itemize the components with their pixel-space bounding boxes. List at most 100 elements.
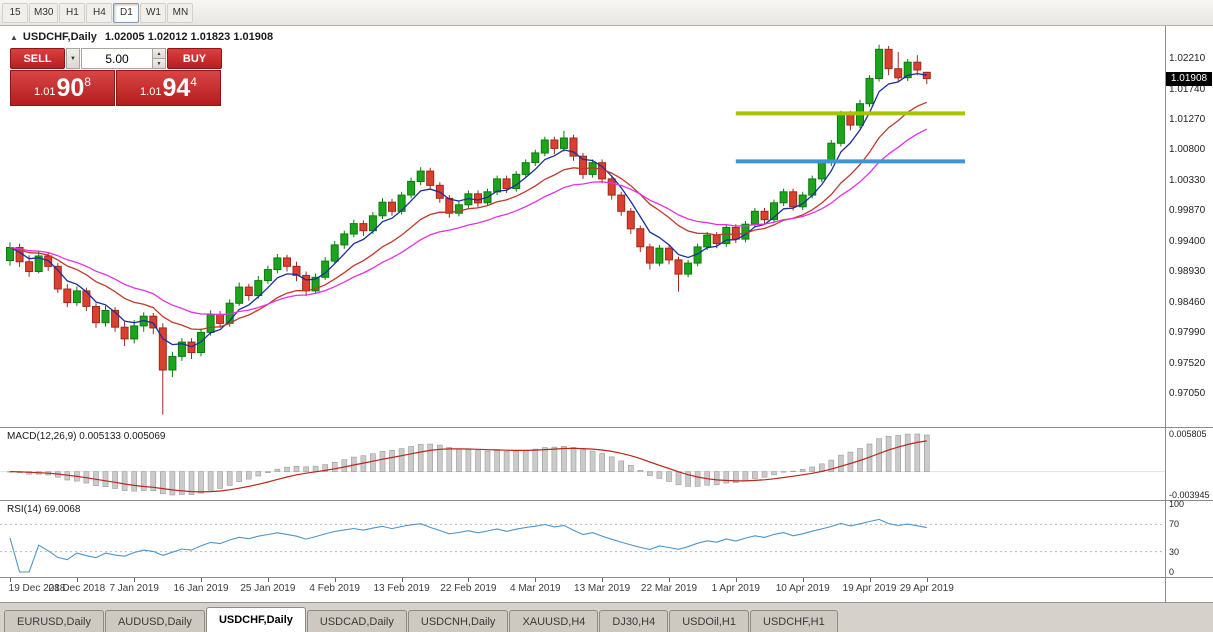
buy-price-display[interactable]: 1.01 94 4: [116, 70, 221, 106]
date-tick: [735, 578, 737, 582]
date-axis-label: 29 Apr 2019: [899, 583, 954, 594]
chart-canvas[interactable]: [0, 26, 1165, 602]
chart-tab-DJ30-H4[interactable]: DJ30,H4: [599, 610, 669, 632]
chart-tab-EURUSD-Daily[interactable]: EURUSD,Daily: [4, 610, 104, 632]
date-axis-label: 28 Dec 2018: [48, 583, 106, 594]
date-axis-label: 10 Apr 2019: [775, 583, 830, 594]
rsi-line: [9, 518, 927, 573]
buy-price-pip: 4: [190, 75, 197, 89]
sell-price-big: 90: [56, 73, 85, 102]
date-tick: [669, 578, 670, 582]
rsi-scale-label: 70: [1169, 519, 1180, 530]
date-tick: [869, 578, 871, 582]
date-axis-label: 25 Jan 2019: [240, 583, 296, 594]
date-axis-label: 19 Dec 2018: [8, 583, 66, 594]
macd-scale-min: -0.003945: [1169, 490, 1210, 500]
chart-tab-USDCAD-Daily[interactable]: USDCAD,Daily: [306, 610, 407, 632]
date-axis-label: 19 Apr 2019: [842, 583, 897, 594]
volume-down-button[interactable]: ▼: [153, 59, 165, 68]
sell-price-prefix: 1.01: [34, 86, 56, 98]
rsi-label: RSI(14) 69.0068: [7, 504, 81, 515]
chart-title: ▲ USDCHF,Daily 1.02005 1.02012 1.01823 1.0…: [10, 31, 273, 43]
chart-ohlc-values: 1.02005 1.02012 1.01823 1.01908: [104, 31, 274, 43]
date-tick: [76, 578, 78, 582]
ma-medium-line: [9, 101, 928, 331]
volume-stepper: ▲ ▼: [152, 49, 165, 68]
timeframe-button-W1[interactable]: W1: [140, 2, 167, 23]
price-axis-label: 1.00800: [1169, 144, 1206, 156]
rsi-scale-label: 30: [1169, 546, 1180, 557]
buy-price-prefix: 1.01: [140, 86, 162, 98]
chart-tab-XAUUSD-H4[interactable]: XAUUSD,H4: [509, 610, 599, 632]
timeframe-toolbar: 15 M30 H1 H4 D1 W1 MN: [0, 0, 1213, 26]
ma-slow-line: [9, 128, 928, 316]
chart-tab-USDCNH-Daily[interactable]: USDCNH,Daily: [407, 610, 509, 632]
timeframe-button-H4[interactable]: H4: [86, 2, 113, 23]
date-tick: [10, 578, 11, 582]
chart-tab-USDCHF-H1[interactable]: USDCHF,H1: [750, 610, 838, 632]
date-tick: [334, 578, 336, 582]
price-axis-label: 0.97520: [1169, 357, 1206, 369]
chart-tab-bar: EURUSD,Daily AUDUSD,Daily USDCHF,Daily USDC…: [0, 602, 1213, 632]
timeframe-buttons: 15 M30 H1 H4 D1 W1 MN: [2, 2, 194, 23]
chart-tab-USDCHF-Daily[interactable]: USDCHF,Daily: [205, 607, 306, 632]
date-tick: [134, 578, 136, 582]
date-tick: [201, 578, 202, 582]
date-axis-label: 22 Feb 2019: [440, 583, 497, 594]
date-axis-label: 13 Feb 2019: [373, 583, 430, 594]
date-axis-label: 1 Apr 2019: [711, 583, 760, 594]
chart-tab-USDOil-H1[interactable]: USDOil,H1: [669, 610, 749, 632]
date-tick: [468, 578, 470, 582]
price-axis-separator: [1165, 26, 1166, 602]
macd-label: MACD(12,26,9) 0.005133 0.005069: [7, 431, 166, 442]
price-axis-label: 1.01270: [1169, 113, 1206, 125]
volume-input[interactable]: 5.00: [105, 51, 129, 66]
timeframe-button-M30[interactable]: M30: [29, 2, 59, 23]
price-axis-label: 0.98930: [1169, 266, 1206, 278]
one-click-trading-panel: SELL ▼ 5.00 ▲ ▼ BUY 1.01 90 8 1.01 94 4: [10, 48, 222, 106]
date-tick: [401, 578, 403, 582]
date-axis-label: 7 Jan 2019: [109, 583, 159, 594]
price-axis-label: 1.00330: [1169, 174, 1206, 186]
current-price-tag: 1.01908: [1166, 71, 1212, 86]
rsi-scale-label: 100: [1169, 499, 1185, 509]
date-tick: [926, 578, 928, 582]
buy-button[interactable]: BUY: [167, 48, 222, 69]
ma-fast-line: [9, 72, 927, 348]
volume-field: 5.00 ▲ ▼: [81, 48, 166, 69]
timeframe-button-H1[interactable]: H1: [59, 2, 86, 23]
price-axis-label: 0.99870: [1169, 205, 1206, 217]
macd-histogram: [7, 433, 930, 496]
sell-price-pip: 8: [84, 75, 91, 89]
date-tick: [267, 578, 269, 582]
volume-up-button[interactable]: ▲: [153, 49, 165, 59]
chevron-down-icon: ▼: [70, 55, 76, 62]
price-axis-label: 0.99400: [1169, 235, 1206, 247]
order-options-dropdown[interactable]: ▼: [66, 48, 80, 69]
collapse-panel-icon[interactable]: ▲: [10, 33, 18, 42]
timeframe-button-D1[interactable]: D1: [113, 2, 140, 23]
date-axis-label: 4 Feb 2019: [309, 583, 360, 594]
date-axis-label: 16 Jan 2019: [173, 583, 229, 594]
buy-price-big: 94: [162, 73, 191, 102]
macd-scale-max: 0.005805: [1169, 429, 1207, 439]
panel-separator[interactable]: [0, 427, 1213, 428]
date-axis-label: 4 Mar 2019: [510, 583, 561, 594]
chart-symbol-label: USDCHF,Daily: [22, 31, 97, 43]
price-axis-label: 0.97990: [1169, 327, 1206, 339]
panel-separator: [0, 577, 1213, 578]
date-axis-label: 22 Mar 2019: [640, 583, 698, 594]
sell-price-display[interactable]: 1.01 90 8: [10, 70, 115, 106]
panel-separator[interactable]: [0, 500, 1213, 501]
sell-button[interactable]: SELL: [10, 48, 65, 69]
date-tick: [802, 578, 804, 582]
rsi-scale-label: 0: [1169, 567, 1175, 577]
date-tick: [535, 578, 537, 582]
price-axis-label: 1.01740: [1169, 83, 1206, 95]
timeframe-button-15[interactable]: 15: [2, 2, 28, 23]
chart-tab-AUDUSD-Daily[interactable]: AUDUSD,Daily: [104, 610, 205, 632]
macd-signal-line: [9, 440, 927, 493]
price-axis-label: 1.02210: [1169, 53, 1206, 64]
price-axis-label: 0.97050: [1169, 387, 1206, 399]
timeframe-button-MN[interactable]: MN: [167, 2, 194, 23]
